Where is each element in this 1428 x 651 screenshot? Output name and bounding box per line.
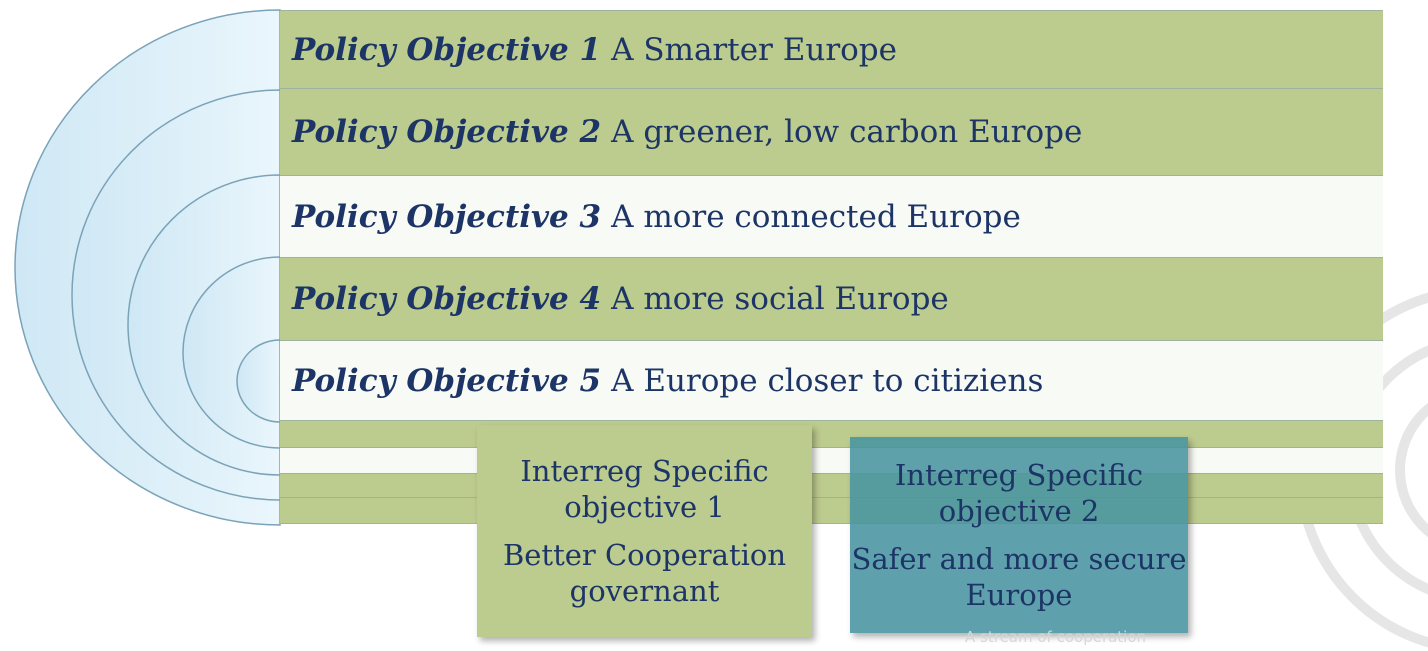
stripe	[280, 447, 1383, 474]
objective-text: A Smarter Europe	[611, 31, 897, 68]
objective-text: A more social Europe	[611, 281, 949, 317]
objective-label: Policy Objective 4	[292, 281, 602, 317]
objective-text: A greener, low carbon Europe	[611, 114, 1083, 150]
specific-box: Interreg Specific objective 1 Better Coo…	[477, 425, 812, 637]
box-title: Interreg Specific objective 1	[520, 454, 769, 524]
objective-label: Policy Objective 3	[292, 198, 602, 235]
specific-box: Interreg Specific objective 2 Safer and …	[850, 437, 1188, 633]
stripe	[280, 473, 1383, 498]
objective-text: A more connected Europe	[611, 198, 1021, 235]
stripe	[280, 497, 1383, 524]
footer: A stream of cooperation	[965, 628, 1147, 646]
objective-label: Policy Objective 2	[292, 114, 602, 150]
box-title: Interreg Specific objective 2	[894, 458, 1144, 528]
stripe	[280, 420, 1383, 448]
arcs	[14, 9, 281, 526]
objective-label: Policy Objective 1	[292, 31, 602, 68]
arc	[236, 339, 281, 423]
box-text: Safer and more secure Europe	[851, 542, 1187, 612]
box-text: Better Cooperation governant	[502, 538, 787, 608]
objective-label: Policy Objective 5	[292, 362, 602, 399]
objective-text: A Europe closer to citiziens	[611, 362, 1044, 399]
